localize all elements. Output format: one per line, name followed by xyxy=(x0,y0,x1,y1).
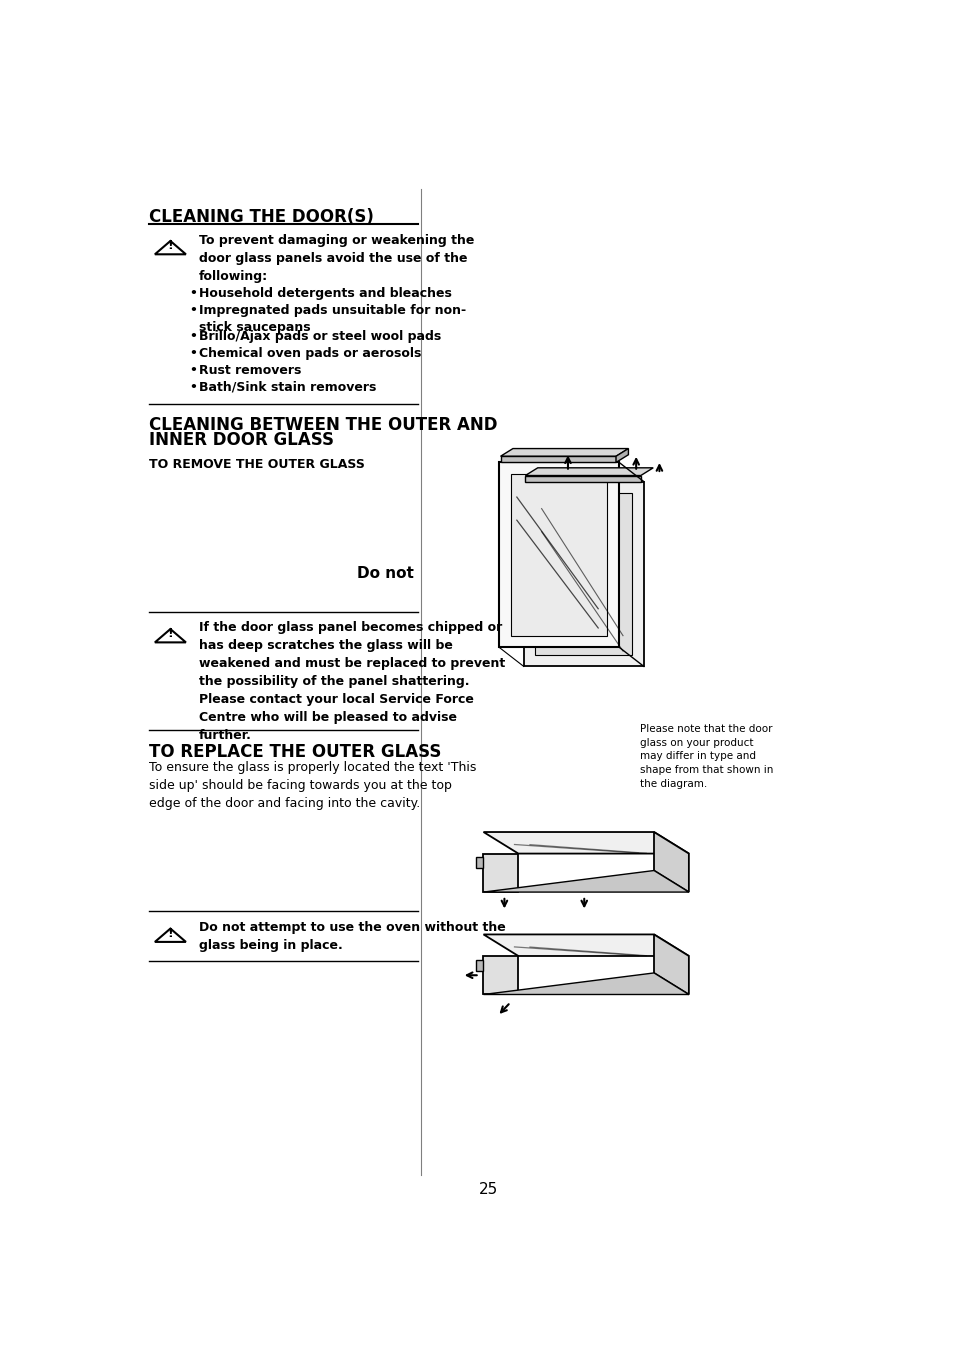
Polygon shape xyxy=(654,832,688,892)
Text: CLEANING THE DOOR(S): CLEANING THE DOOR(S) xyxy=(149,208,374,227)
Polygon shape xyxy=(500,457,616,462)
Text: •: • xyxy=(189,347,196,359)
Polygon shape xyxy=(654,935,688,994)
Polygon shape xyxy=(483,854,517,892)
Text: !: ! xyxy=(168,627,173,640)
Polygon shape xyxy=(483,957,517,994)
Polygon shape xyxy=(535,493,632,655)
Text: Household detergents and bleaches: Household detergents and bleaches xyxy=(199,286,452,300)
Text: Chemical oven pads or aerosols: Chemical oven pads or aerosols xyxy=(199,347,421,359)
Text: TO REPLACE THE OUTER GLASS: TO REPLACE THE OUTER GLASS xyxy=(149,743,440,761)
Text: Rust removers: Rust removers xyxy=(199,363,301,377)
Text: To prevent damaging or weakening the
door glass panels avoid the use of the
foll: To prevent damaging or weakening the doo… xyxy=(199,235,474,284)
Polygon shape xyxy=(510,474,607,636)
Text: •: • xyxy=(189,381,196,393)
Polygon shape xyxy=(476,959,483,970)
Text: !: ! xyxy=(168,239,173,253)
Text: !: ! xyxy=(168,927,173,939)
Text: Bath/Sink stain removers: Bath/Sink stain removers xyxy=(199,381,376,393)
Text: TO REMOVE THE OUTER GLASS: TO REMOVE THE OUTER GLASS xyxy=(149,458,364,470)
Text: To ensure the glass is properly located the text 'This
side up' should be facing: To ensure the glass is properly located … xyxy=(149,761,476,811)
Text: •: • xyxy=(189,363,196,377)
Text: Brillo/Ajax pads or steel wool pads: Brillo/Ajax pads or steel wool pads xyxy=(199,330,441,343)
Text: Do not attempt to use the oven without the
glass being in place.: Do not attempt to use the oven without t… xyxy=(199,920,505,951)
Text: Please note that the door
glass on your product
may differ in type and
shape fro: Please note that the door glass on your … xyxy=(639,724,773,789)
Polygon shape xyxy=(525,467,653,476)
Polygon shape xyxy=(498,462,618,647)
Polygon shape xyxy=(525,476,640,482)
Polygon shape xyxy=(483,935,688,957)
Text: •: • xyxy=(189,286,196,300)
Polygon shape xyxy=(476,858,483,869)
Text: CLEANING BETWEEN THE OUTER AND: CLEANING BETWEEN THE OUTER AND xyxy=(149,416,497,434)
Polygon shape xyxy=(483,973,688,994)
Text: •: • xyxy=(189,304,196,316)
Polygon shape xyxy=(523,482,643,666)
Polygon shape xyxy=(483,870,688,892)
Text: Do not: Do not xyxy=(356,566,414,581)
Text: INNER DOOR GLASS: INNER DOOR GLASS xyxy=(149,431,334,449)
Polygon shape xyxy=(483,832,688,854)
Text: If the door glass panel becomes chipped or
has deep scratches the glass will be
: If the door glass panel becomes chipped … xyxy=(199,621,505,742)
Text: 25: 25 xyxy=(478,1182,498,1197)
Text: •: • xyxy=(189,330,196,343)
Polygon shape xyxy=(616,449,628,462)
Text: Impregnated pads unsuitable for non-
stick saucepans: Impregnated pads unsuitable for non- sti… xyxy=(199,304,466,334)
Polygon shape xyxy=(500,449,628,457)
